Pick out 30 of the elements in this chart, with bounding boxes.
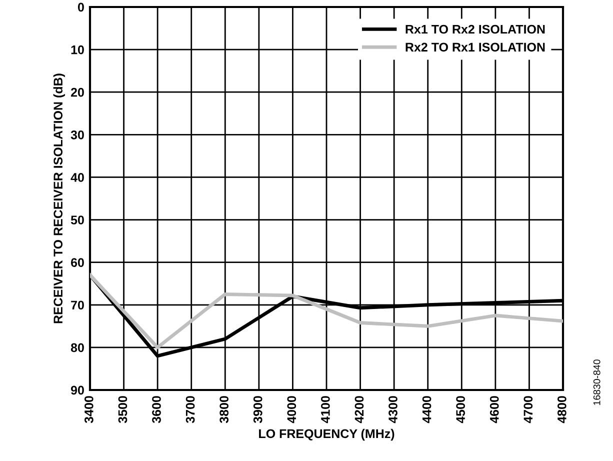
y-tick-label: 10 <box>71 45 84 54</box>
y-tick-label: 90 <box>70 386 84 395</box>
x-tick-label: 4500 <box>456 396 465 424</box>
x-tick-label: 3900 <box>253 396 262 424</box>
x-tick-label: 3800 <box>220 396 229 424</box>
legend-label: Rx2 TO Rx1 ISOLATION <box>406 42 545 52</box>
x-tick-label: 4400 <box>422 396 432 424</box>
y-tick-label: 50 <box>70 216 84 224</box>
x-tick-label: 3500 <box>118 396 128 424</box>
y-tick-label: 30 <box>70 130 84 140</box>
y-tick-label: 70 <box>71 300 84 310</box>
y-axis-title: RECEIVER TO RECEIVER ISOLATION (dB) <box>53 74 65 324</box>
y-tick-label: 0 <box>78 2 84 12</box>
x-tick-label: 4600 <box>490 396 499 424</box>
y-tick-label: 60 <box>71 258 84 267</box>
x-tick-label: 4300 <box>388 396 398 424</box>
x-tick-label: 4200 <box>354 396 364 424</box>
y-tick-label: 40 <box>70 173 84 182</box>
x-tick-label: 4100 <box>321 396 330 424</box>
y-tick-label: 80 <box>70 343 84 352</box>
x-axis-title: LO FREQUENCY (MHz) <box>259 428 394 441</box>
x-tick-label: 4700 <box>524 396 533 424</box>
x-tick-label: 4800 <box>558 396 566 424</box>
x-tick-label: 3400 <box>84 396 94 424</box>
x-tick-label: 3600 <box>152 396 161 424</box>
legend-label: Rx1 TO Rx2 ISOLATION <box>406 24 545 34</box>
text: 16830-840 <box>593 360 600 405</box>
y-tick-label: 20 <box>70 88 84 97</box>
x-tick-label: 3700 <box>186 396 195 424</box>
x-tick-label: 4000 <box>287 396 296 424</box>
